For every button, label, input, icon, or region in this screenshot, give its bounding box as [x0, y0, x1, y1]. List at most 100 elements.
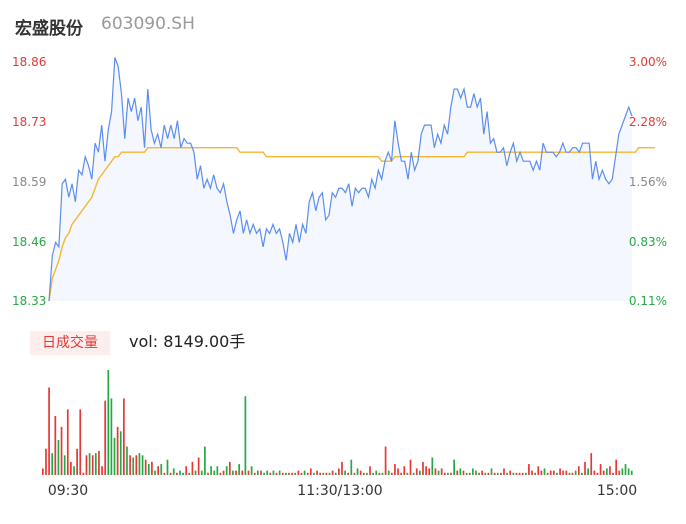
volume-bar	[341, 461, 343, 476]
volume-bar	[241, 470, 244, 476]
volume-bar	[496, 472, 499, 475]
volume-bar	[328, 472, 331, 475]
volume-bar	[76, 448, 78, 475]
volume-bar	[185, 466, 188, 475]
time-tick-label: 15:00	[597, 483, 637, 499]
volume-bar	[154, 470, 156, 476]
volume-bar	[356, 468, 359, 475]
volume-bar	[596, 472, 599, 475]
volume-bar	[584, 461, 586, 476]
volume-bar	[375, 470, 378, 476]
volume-bar	[534, 472, 536, 475]
volume-bar	[63, 455, 66, 475]
volume-bar	[450, 472, 452, 475]
price-tick-label: 18.86	[12, 55, 46, 69]
volume-bar	[552, 470, 555, 476]
volume-bar	[599, 464, 602, 475]
volume-bar	[110, 398, 113, 475]
volume-bar	[104, 400, 107, 476]
volume-bar	[260, 470, 262, 476]
volume-bar	[481, 470, 484, 476]
volume-bar	[82, 472, 85, 475]
volume-bar	[285, 472, 287, 475]
volume-bar	[210, 466, 212, 475]
volume-bar	[559, 468, 561, 475]
volume-bar	[294, 472, 297, 475]
daily-volume-tag[interactable]: 日成交量	[30, 331, 110, 355]
volume-bar	[362, 472, 365, 475]
volume-bar	[366, 472, 368, 475]
volume-bar	[172, 468, 175, 475]
volume-bar	[300, 472, 303, 475]
volume-bar	[113, 437, 116, 475]
volume-bar	[412, 472, 415, 475]
volume-bar	[612, 472, 614, 475]
volume-bar	[490, 468, 493, 475]
price-tick-label: 18.46	[12, 235, 46, 249]
volume-bar	[406, 472, 409, 475]
volume-bar	[369, 466, 371, 475]
volume-bar	[107, 370, 110, 475]
volume-bar	[615, 459, 618, 475]
volume-bar	[182, 472, 184, 475]
volume-bar	[587, 468, 589, 475]
volume-bar	[425, 466, 427, 475]
volume-bar	[266, 470, 269, 476]
volume-bar	[225, 466, 228, 475]
volume-bar	[228, 461, 231, 476]
volume-bar	[151, 461, 153, 476]
volume-bar	[194, 470, 197, 476]
volume-bar	[409, 459, 412, 475]
volume-bar	[428, 468, 431, 475]
volume-bar	[204, 446, 206, 475]
volume-bar	[163, 472, 166, 475]
volume-bar	[238, 464, 240, 475]
volume-bar	[540, 470, 543, 476]
volume-bar	[475, 470, 477, 476]
volume-bar	[465, 472, 468, 475]
volume-bar	[487, 472, 490, 475]
volume-bar	[325, 472, 328, 475]
volume-bar	[316, 470, 318, 476]
volume-bar	[422, 461, 424, 476]
volume-bar	[42, 468, 44, 475]
volume-bar	[334, 472, 337, 475]
volume-bar	[116, 426, 119, 476]
price-area-fill	[49, 57, 632, 301]
volume-bar	[179, 470, 181, 476]
volume-bar	[253, 472, 256, 475]
volume-bar	[48, 387, 50, 475]
volume-bar	[291, 472, 293, 475]
volume-bar	[630, 470, 633, 476]
volume-bar	[549, 470, 552, 476]
volume-bar	[303, 470, 306, 476]
volume-bar	[197, 457, 200, 475]
volume-bar	[537, 466, 540, 475]
percent-tick-label: 2.28%	[629, 115, 667, 129]
volume-bar	[213, 470, 216, 476]
volume-bar	[319, 472, 322, 475]
volume-bar	[506, 472, 508, 475]
volume-bar	[119, 431, 122, 475]
volume-bar	[562, 470, 565, 476]
volume-bar	[306, 472, 309, 475]
volume-bar	[275, 472, 278, 475]
volume-bar	[602, 470, 605, 476]
volume-bar	[123, 398, 125, 475]
volume-bar	[484, 472, 487, 475]
volume-bar	[471, 468, 474, 475]
volume-bar	[166, 459, 169, 475]
volume-bar	[157, 466, 159, 475]
volume-bar	[94, 453, 97, 476]
percent-tick-label: 0.11%	[629, 294, 667, 308]
volume-bar	[397, 468, 399, 475]
volume-bar	[138, 453, 141, 476]
volume-bar	[478, 472, 480, 475]
volume-bar	[338, 468, 340, 475]
volume-bar	[309, 468, 312, 475]
volume-bar	[415, 468, 418, 475]
volume-bar	[51, 453, 54, 476]
percent-tick-label: 0.83%	[629, 235, 667, 249]
volume-bar	[359, 470, 362, 476]
volume-bar	[624, 464, 627, 475]
